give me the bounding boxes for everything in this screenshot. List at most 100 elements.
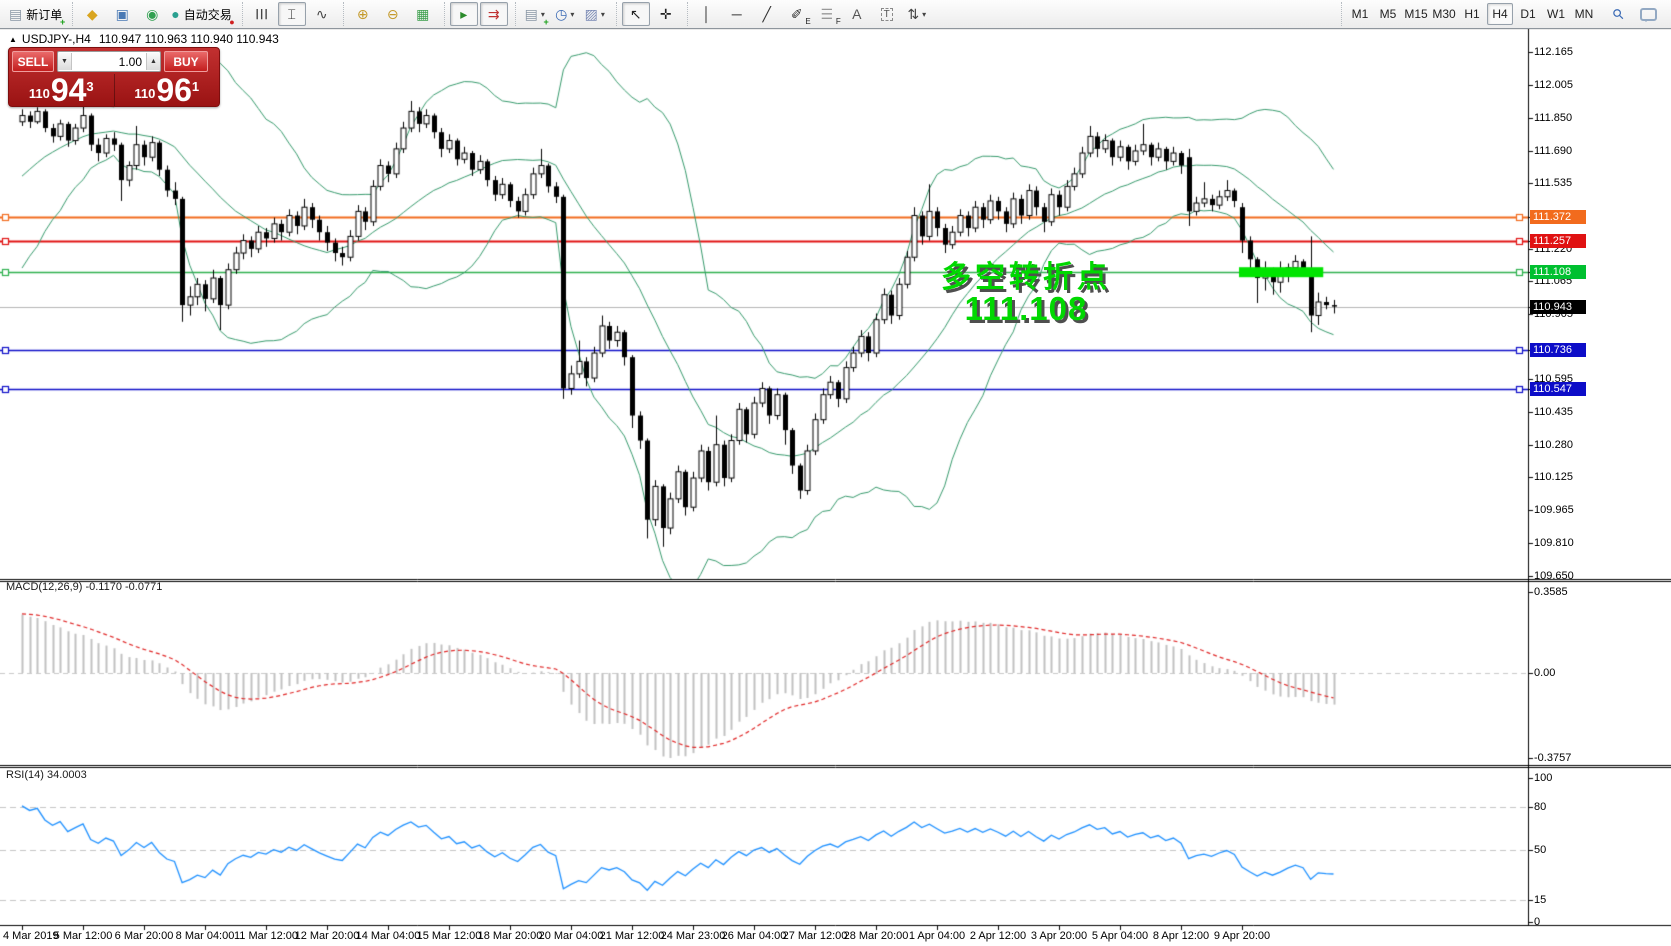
volume-down-button[interactable]: ▼ [58,53,72,70]
macd-tick-label: -0.3757 [1534,752,1572,764]
price-level-label: 110.736 [1530,342,1586,357]
new-chart-icon[interactable]: ▤ + ▾ [524,6,549,27]
new-chart-icon: ▤ [524,6,538,22]
crosshair-icon: ✛ [659,6,672,22]
time-tick-label: 20 Mar 04:00 [538,930,604,942]
price-tick-label: 112.005 [1534,79,1573,92]
buy-button[interactable]: BUY [164,51,208,72]
timeframe-m15[interactable]: M15 [1404,7,1428,21]
equidistant-channel-icon: ✐ [790,6,803,22]
line-chart-icon: ∿ [315,6,328,22]
arrows-icon[interactable]: ⇅ ▾ [907,6,927,22]
price-tick-label: 109.650 [1534,569,1574,582]
time-tick-label: 12 Mar 20:00 [294,930,360,942]
price-tick-label: 110.125 [1534,470,1573,483]
equidistant-channel-icon[interactable]: ✐ E [790,6,811,26]
macd-tick-label: 0.3585 [1534,586,1568,598]
timeframe-m1[interactable]: M1 [1351,7,1369,21]
horizontal-line-icon[interactable]: ─ [723,2,751,26]
horizontal-line-icon: ─ [731,6,742,22]
text-icon[interactable]: A [843,2,871,26]
rsi-tick-label: 15 [1534,894,1547,906]
chat-icon[interactable] [1634,2,1662,26]
rsi-tick-label: 100 [1534,772,1553,784]
price-tick-label: 109.965 [1534,504,1574,517]
zoom-out-icon[interactable]: ⊖ [379,2,407,26]
chart-title: ▲ USDJPY-,H4 110.947 110.963 110.940 110… [9,32,279,46]
tile-windows-icon: ▦ [416,6,430,22]
market-icon[interactable]: ◆ [78,2,106,26]
chart-shift-icon: ⇉ [487,6,500,22]
candlestick-chart-icon[interactable]: ⌶ [277,2,306,26]
rsi-tick-label: 0 [1534,916,1541,928]
charts-window-icon[interactable]: ▣ [108,2,136,26]
time-tick-label: 4 Mar 2019 [3,930,59,942]
timeframe-m30[interactable]: M30 [1432,7,1456,21]
time-tick-label: 2 Apr 12:00 [969,930,1027,942]
template-icon[interactable]: ▨ ▾ [584,6,605,22]
time-tick-label: 5 Mar 12:00 [53,930,113,942]
price-level-label: 110.547 [1530,382,1586,397]
price-tick-label: 111.850 [1534,111,1573,124]
time-tick-label: 28 Mar 20:00 [843,930,909,942]
trendline-icon[interactable]: ╱ [753,2,781,26]
new-order-button[interactable]: ▤ + 新订单 [9,6,66,27]
tile-windows-icon[interactable]: ▦ [409,2,437,26]
timeframe-h4[interactable]: H4 [1487,3,1513,25]
price-tick-label: 111.690 [1534,144,1573,157]
price-tick-label: 112.165 [1534,46,1573,58]
search-icon[interactable]: ⚲ [1604,2,1632,26]
time-tick-label: 5 Apr 04:00 [1091,930,1149,942]
template-icon: ▨ [584,6,598,22]
price-tick-label: 111.535 [1534,177,1573,190]
bar-chart-icon: ☰ [253,7,270,21]
bar-chart-icon[interactable]: ☰ [248,2,276,26]
vertical-line-icon: │ [702,6,712,22]
text-label-icon[interactable]: T [873,2,901,26]
price-level-label: 110.943 [1530,299,1586,314]
cursor-icon[interactable]: ↖ [621,2,650,26]
price-level-label: 111.257 [1530,234,1586,249]
timeframe-w1[interactable]: W1 [1547,7,1565,21]
zoom-in-icon[interactable]: ⊕ [349,2,377,26]
time-tick-label: 21 Mar 12:00 [599,930,665,942]
candlestick-chart-icon: ⌶ [287,6,296,22]
sell-button[interactable]: SELL [12,51,54,72]
timeframe-h1[interactable]: H1 [1464,7,1480,21]
vertical-line-icon[interactable]: │ [693,2,721,26]
text-icon: A [852,6,862,22]
collapse-icon[interactable]: ▲ [9,34,17,44]
volume-up-button[interactable]: ▲ [146,53,160,70]
timeframe-m5[interactable]: M5 [1379,7,1397,21]
chart-shift-icon[interactable]: ⇉ [479,2,508,26]
macd-tick-label: 0.00 [1534,667,1556,679]
time-tick-label: 27 Mar 12:00 [782,930,848,942]
price-level-label: 111.372 [1530,210,1586,225]
signals-icon[interactable]: ◉ [138,2,166,26]
line-chart-icon[interactable]: ∿ [308,2,336,26]
search-icon: ⚲ [1608,4,1628,24]
timeframe-d1[interactable]: D1 [1520,7,1536,21]
volume-input[interactable]: 1.00 [118,54,142,69]
market-icon: ◆ [86,6,98,22]
time-tick-label: 15 Mar 12:00 [416,930,482,942]
time-tick-label: 6 Mar 20:00 [114,930,174,942]
fibonacci-icon[interactable]: ☰ F [820,6,841,26]
timeframe-mn[interactable]: MN [1574,7,1594,21]
sell-price[interactable]: 110 94 3 [9,74,115,106]
buy-price[interactable]: 110 96 1 [134,72,200,108]
auto-scroll-icon[interactable]: ▸ [449,2,478,26]
rsi-tick-label: 50 [1534,844,1547,856]
rsi-indicator-label: RSI(14) 34.0003 [6,769,87,781]
autotrading-button[interactable]: ● ● 自动交易 [171,6,235,27]
crosshair-icon[interactable]: ✛ [652,2,680,26]
zoom-in-icon: ⊕ [356,6,369,22]
cursor-icon: ↖ [629,6,642,22]
rsi-tick-label: 80 [1534,801,1547,813]
price-tick-label: 110.280 [1534,438,1573,451]
profiles-clock-icon[interactable]: ◷ ▾ [555,6,575,22]
zoom-out-icon: ⊖ [386,6,399,22]
time-tick-label: 9 Apr 20:00 [1213,930,1271,942]
timeframe-toolbar: M1 M5 M15 M30 H1 H4 D1 W1 MN [1341,2,1602,26]
